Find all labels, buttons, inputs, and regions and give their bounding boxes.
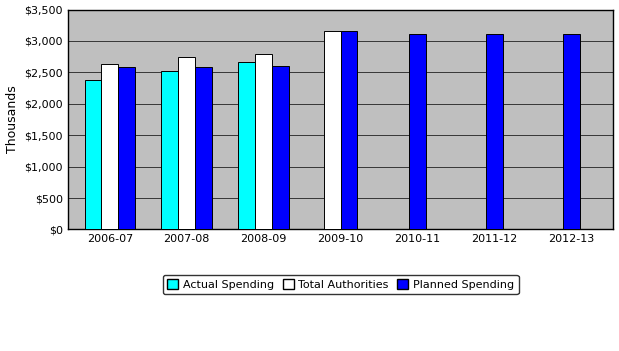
Bar bbox=[195, 67, 212, 230]
Bar bbox=[272, 66, 289, 230]
Y-axis label: Thousands: Thousands bbox=[6, 86, 19, 153]
Bar bbox=[409, 34, 426, 230]
Legend: Actual Spending, Total Authorities, Planned Spending: Actual Spending, Total Authorities, Plan… bbox=[163, 275, 519, 294]
Bar bbox=[563, 34, 579, 230]
Bar bbox=[255, 54, 272, 230]
Bar bbox=[486, 34, 503, 230]
Bar bbox=[340, 31, 357, 230]
Bar bbox=[162, 71, 178, 230]
Bar bbox=[118, 67, 136, 230]
Bar bbox=[238, 62, 255, 230]
Bar bbox=[324, 31, 340, 230]
Bar bbox=[102, 64, 118, 230]
Bar bbox=[85, 80, 102, 230]
Bar bbox=[178, 57, 195, 230]
